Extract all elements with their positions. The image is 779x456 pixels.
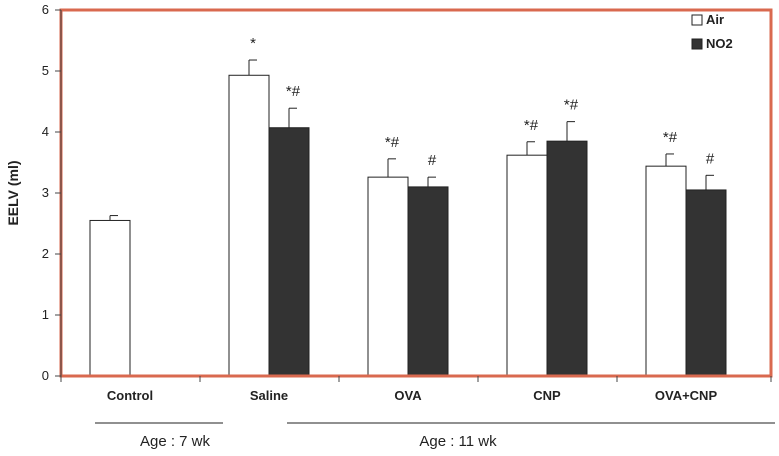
bar-air-cnp — [506, 154, 548, 377]
bar-air-control — [89, 219, 131, 377]
y-axis-label: EELV (ml) — [5, 160, 21, 225]
bar-no2-ova+cnp — [685, 189, 727, 377]
labels-layer: 0 1 2 3 4 5 6 EELV (ml) * *# *# *# *# # *# # Control Sali… — [5, 2, 733, 450]
y-tick-label: 3 — [42, 185, 49, 200]
x-category-label: Saline — [250, 388, 288, 403]
y-tick-label: 4 — [42, 124, 49, 139]
y-tick-label: 0 — [42, 368, 49, 383]
bar-air-ova — [367, 176, 409, 377]
y-tick-label: 6 — [42, 2, 49, 17]
age-group-label: Age : 7 wk — [140, 433, 211, 450]
y-tick-label: 5 — [42, 63, 49, 78]
significance-annotation: *# — [564, 97, 579, 114]
bar-no2-ova — [407, 186, 449, 377]
significance-annotation: *# — [663, 129, 678, 146]
legend-swatch-air — [691, 14, 703, 26]
legend-swatch-no2 — [691, 38, 703, 50]
significance-annotation: *# — [385, 134, 400, 151]
age-group-label: Age : 11 wk — [419, 433, 497, 450]
legend-label-no2: NO2 — [706, 36, 733, 51]
y-tick-label: 2 — [42, 246, 49, 261]
x-category-label: OVA+CNP — [655, 388, 718, 403]
y-tick-label: 1 — [42, 307, 49, 322]
bar-air-saline — [228, 74, 270, 377]
x-category-label: OVA — [394, 388, 422, 403]
legend-label-air: Air — [706, 12, 724, 27]
significance-annotation: * — [250, 35, 256, 52]
bar-no2-cnp — [546, 140, 588, 377]
bar-air-ova+cnp — [645, 165, 687, 377]
significance-annotation: # — [706, 150, 715, 167]
bar-no2-saline — [268, 127, 310, 377]
bars-layer — [89, 14, 727, 377]
significance-annotation: # — [428, 152, 437, 169]
x-category-label: Control — [107, 388, 153, 403]
significance-annotation: *# — [286, 83, 301, 100]
x-category-label: CNP — [533, 388, 561, 403]
axes-layer — [55, 8, 775, 424]
significance-annotation: *# — [524, 117, 539, 134]
